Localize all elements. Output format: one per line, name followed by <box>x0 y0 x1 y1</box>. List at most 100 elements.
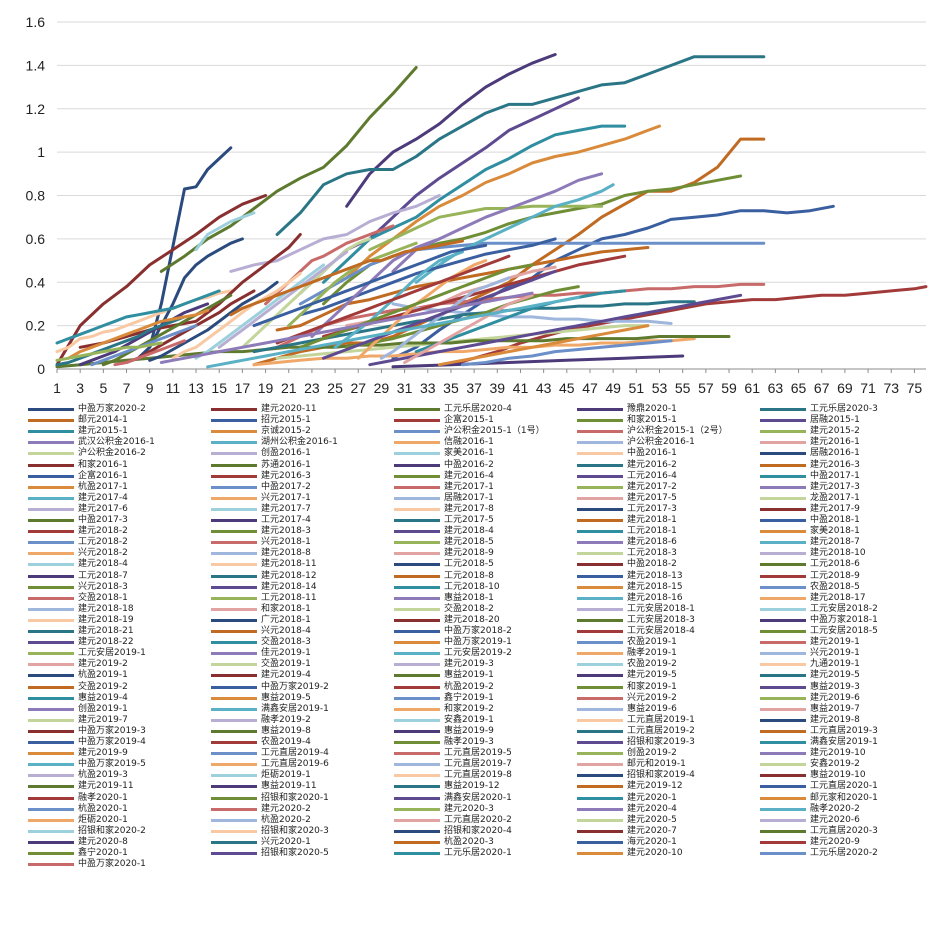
legend-swatch <box>577 408 623 411</box>
legend-label: 建元2020-9 <box>810 836 860 847</box>
legend-label: 建元2018-3 <box>261 526 311 537</box>
legend-swatch <box>760 707 806 711</box>
legend-label: 交盈2019-2 <box>78 681 128 692</box>
legend-swatch <box>28 507 74 511</box>
legend-label: 工元安居2018-5 <box>810 626 878 636</box>
legend-swatch <box>394 452 440 456</box>
legend-swatch <box>211 807 257 811</box>
legend-label: 融孝2019-3 <box>444 737 494 747</box>
legend-label: 建元2020-10 <box>627 848 683 858</box>
legend-swatch <box>394 741 440 744</box>
legend-label: 农盈2019-4 <box>261 737 311 747</box>
legend-label: 工元乐居2020-4 <box>444 404 512 414</box>
legend-swatch <box>28 474 74 478</box>
legend-swatch <box>394 507 440 511</box>
legend-swatch <box>211 441 257 445</box>
legend-swatch <box>28 685 74 689</box>
legend-swatch <box>394 552 440 556</box>
legend-label: 建元2018-12 <box>261 570 317 581</box>
legend-swatch <box>28 485 74 489</box>
legend-swatch <box>577 607 623 611</box>
legend-label: 建元2018-21 <box>78 626 134 636</box>
y-tick-label: 1 <box>37 144 45 160</box>
legend-swatch <box>211 685 257 689</box>
x-tick-label: 27 <box>350 380 366 396</box>
legend-label: 惠益2019-9 <box>444 725 494 736</box>
x-tick-label: 69 <box>837 380 853 396</box>
legend-label: 招元2015-1 <box>261 415 311 426</box>
x-tick-label: 53 <box>652 380 668 396</box>
legend-label: 满鑫安居2019-1 <box>261 703 329 714</box>
x-tick-label: 31 <box>397 380 413 396</box>
legend-label: 农盈2018-5 <box>810 581 860 592</box>
series-line <box>78 302 210 367</box>
legend-label: 工元2018-10 <box>444 581 500 592</box>
legend-label: 建元2020-2 <box>261 803 311 814</box>
x-tick-label: 35 <box>443 380 459 396</box>
legend-swatch <box>394 630 440 633</box>
legend-label: 杭盈2019-3 <box>78 770 128 781</box>
legend-label: 建元2018-19 <box>78 614 134 625</box>
legend-swatch <box>394 707 440 711</box>
legend-swatch <box>760 607 806 611</box>
legend-label: 创盈2016-1 <box>261 448 311 459</box>
legend-label: 融孝2019-1 <box>627 648 677 659</box>
legend-label: 建元2019-9 <box>78 748 128 759</box>
legend-label: 招银和家2020-1 <box>261 792 329 803</box>
legend-swatch <box>577 674 623 678</box>
legend-swatch <box>760 419 806 423</box>
legend-label: 信融2016-1 <box>444 437 494 448</box>
legend-label: 工元2017-5 <box>444 515 494 525</box>
legend-swatch <box>28 741 74 744</box>
legend-label: 农盈2019-1 <box>627 637 677 648</box>
legend-label: 建元2016-2 <box>627 459 677 470</box>
legend-label: 工元2017-3 <box>627 503 677 514</box>
series-line <box>310 237 441 338</box>
legend-label: 兴元2018-2 <box>78 548 128 559</box>
x-tick-label: 75 <box>907 380 923 396</box>
legend-swatch <box>211 696 257 700</box>
legend-swatch <box>28 630 74 633</box>
legend-swatch <box>394 463 440 467</box>
legend-swatch <box>211 496 257 500</box>
legend-label: 工元直居2020-3 <box>810 825 878 836</box>
series-line <box>67 308 210 360</box>
x-tick-label: 7 <box>123 380 131 396</box>
legend-label: 工元直居2020-2 <box>444 814 512 825</box>
legend-label: 交盈2018-1 <box>78 592 128 603</box>
legend-swatch <box>28 852 74 855</box>
legend-swatch <box>577 796 623 800</box>
legend-swatch <box>760 552 806 556</box>
x-tick-label: 57 <box>698 380 714 396</box>
legend-label: 兴元2017-1 <box>261 492 311 503</box>
legend-label: 中盈2018-2 <box>627 559 677 570</box>
legend-label: 和家2019-1 <box>627 681 677 692</box>
legend-label: 兴元2018-4 <box>261 626 311 636</box>
legend-swatch <box>760 741 806 744</box>
legend-swatch <box>760 796 806 800</box>
legend-label: 中盈万家2020-2 <box>78 404 146 414</box>
legend-swatch <box>211 485 257 489</box>
legend-label: 建元2017-7 <box>261 503 311 514</box>
x-tick-label: 23 <box>304 380 320 396</box>
legend-swatch <box>577 840 623 844</box>
x-tick-label: 39 <box>490 380 506 396</box>
legend-label: 建元2018-20 <box>444 614 500 625</box>
legend-label: 工元安居2019-1 <box>78 648 146 659</box>
legend-label: 惠益2019-10 <box>810 770 866 781</box>
legend-swatch <box>211 408 257 411</box>
legend-label: 建元2018-14 <box>261 581 317 592</box>
x-tick-label: 73 <box>883 380 899 396</box>
legend-label: 建元2020-5 <box>627 814 677 825</box>
legend-swatch <box>760 785 806 789</box>
legend-label: 工元乐居2020-3 <box>810 404 878 414</box>
legend-label: 工元直居2019-2 <box>627 725 695 736</box>
legend-label: 鑫宁2020-1 <box>78 848 128 858</box>
legend-swatch <box>211 785 257 789</box>
legend-label: 招银和家2020-5 <box>261 848 329 858</box>
x-tick-label: 29 <box>374 380 390 396</box>
x-tick-label: 67 <box>814 380 830 396</box>
series-line <box>403 293 534 364</box>
legend-label: 创盈2019-1 <box>78 703 128 714</box>
legend-swatch <box>394 519 440 522</box>
